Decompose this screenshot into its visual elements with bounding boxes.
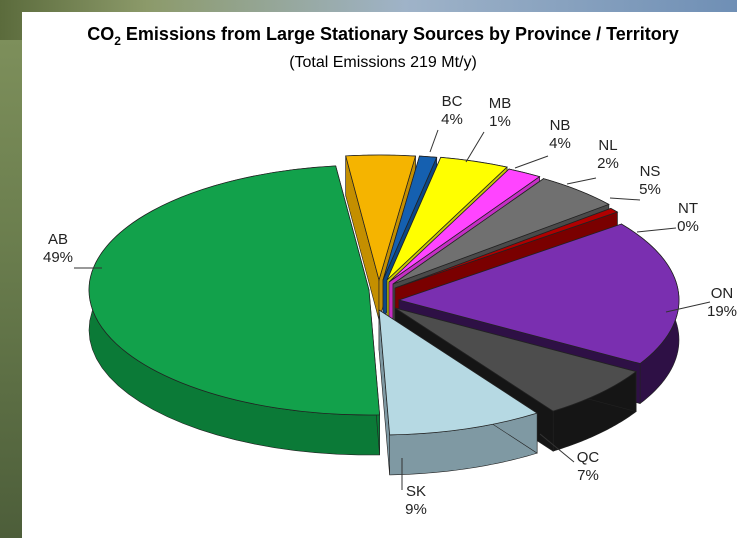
pie-tops	[88, 154, 680, 436]
slice-label-ab: AB	[48, 231, 68, 248]
slice-percent-nl: 2%	[597, 155, 619, 172]
slice-percent-qc: 7%	[577, 467, 599, 484]
slice-ns	[392, 178, 610, 285]
slice-nb	[386, 156, 508, 281]
chart-title: CO2 Emissions from Large Stationary Sour…	[87, 24, 679, 48]
leader-line-bc	[429, 129, 439, 153]
slice-bc	[345, 154, 416, 282]
slice-sk	[378, 309, 539, 436]
slice-mb	[382, 155, 438, 281]
slice-label-nl: NL	[598, 137, 617, 154]
leader-line-nt	[636, 227, 677, 233]
slice-label-sk: SK	[406, 483, 426, 500]
slice-percent-nt: 0%	[677, 218, 699, 235]
leader-line-nb	[514, 155, 549, 169]
slice-percent-nb: 4%	[549, 135, 571, 152]
slice-ab	[88, 165, 381, 416]
slice-label-bc: BC	[442, 93, 463, 110]
leader-line-ns	[609, 197, 641, 201]
slice-percent-bc: 4%	[441, 111, 463, 128]
slice-qc	[394, 307, 637, 412]
title-rest: Emissions from Large Stationary Sources …	[121, 24, 679, 44]
slice-label-nt: NT	[678, 200, 698, 217]
leader-line-nl	[566, 177, 597, 185]
title-co: CO	[87, 24, 114, 44]
slice-label-nb: NB	[550, 117, 571, 134]
leader-line-qc	[539, 433, 575, 463]
slice-label-on: ON	[711, 285, 734, 302]
slice-percent-mb: 1%	[489, 113, 511, 130]
slice-on	[397, 223, 680, 365]
slice-label-mb: MB	[489, 95, 512, 112]
slice-percent-on: 19%	[707, 303, 737, 320]
slice-label-ns: NS	[640, 163, 661, 180]
background-photo-edge	[0, 40, 22, 538]
chart-subtitle: (Total Emissions 219 Mt/y)	[289, 54, 477, 71]
slice-percent-ab: 49%	[43, 249, 73, 266]
slice-nt	[394, 207, 619, 289]
slice-nl	[388, 168, 541, 283]
leader-line-mb	[465, 131, 485, 163]
slice-percent-ns: 5%	[639, 181, 661, 198]
slice-percent-sk: 9%	[405, 501, 427, 518]
title-subscript: 2	[114, 34, 121, 48]
leader-line-on	[665, 301, 711, 313]
slice-label-qc: QC	[577, 449, 600, 466]
